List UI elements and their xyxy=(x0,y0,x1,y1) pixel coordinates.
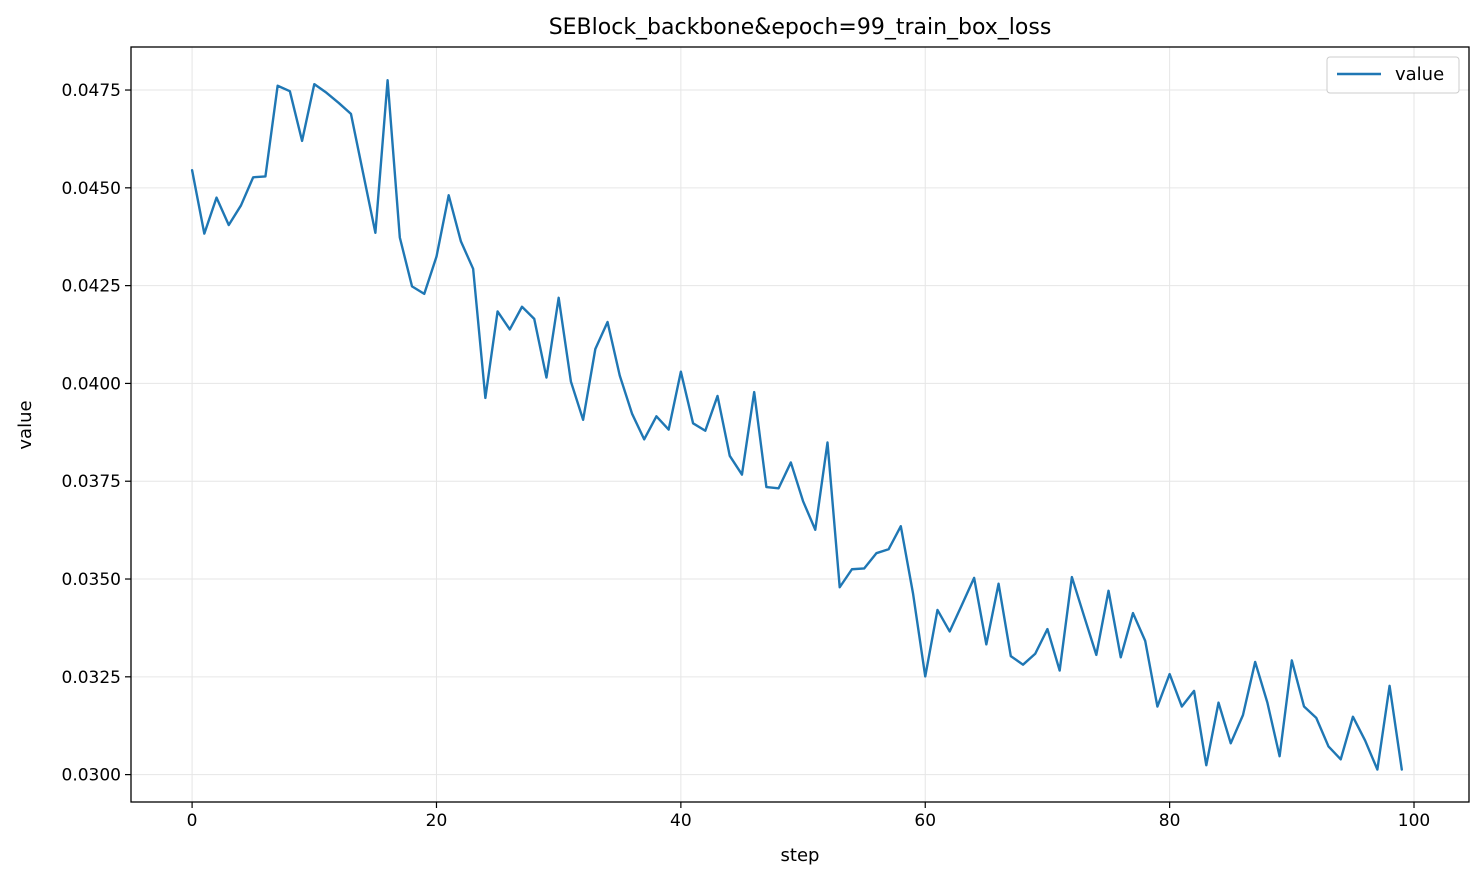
y-tick-label: 0.0325 xyxy=(62,668,121,688)
x-tick-label: 0 xyxy=(187,811,198,831)
x-tick-label: 20 xyxy=(426,811,448,831)
y-tick-label: 0.0425 xyxy=(62,277,121,297)
y-tick-label: 0.0350 xyxy=(62,570,121,590)
x-tick-label: 100 xyxy=(1398,811,1430,831)
series-group xyxy=(190,79,1403,771)
plot-frame xyxy=(130,46,1470,803)
x-tick-label: 60 xyxy=(914,811,936,831)
legend-box xyxy=(1326,56,1460,94)
x-tick-label: 80 xyxy=(1159,811,1181,831)
y-axis-ticks: 0.0300 0.0325 0.0350 0.0375 0.0400 0.0425 0.04… xyxy=(62,81,131,786)
series-line-value xyxy=(190,79,1403,771)
y-tick-label: 0.0400 xyxy=(62,374,121,394)
x-axis-ticks: 0 20 40 60 80 100 xyxy=(187,802,1430,831)
y-tick-label: 0.0300 xyxy=(62,766,121,786)
y-tick-label: 0.0450 xyxy=(62,179,121,199)
legend: value xyxy=(1326,56,1460,94)
chart-title: SEBlock_backbone&epoch=99_train_box_loss xyxy=(549,15,1052,40)
x-axis-label: step xyxy=(781,845,820,866)
y-tick-label: 0.0475 xyxy=(62,81,121,101)
grid-lines xyxy=(131,47,1469,802)
legend-label-value: value xyxy=(1395,64,1444,85)
y-tick-label: 0.0375 xyxy=(62,472,121,492)
x-tick-label: 40 xyxy=(670,811,692,831)
y-axis-label: value xyxy=(15,400,36,449)
